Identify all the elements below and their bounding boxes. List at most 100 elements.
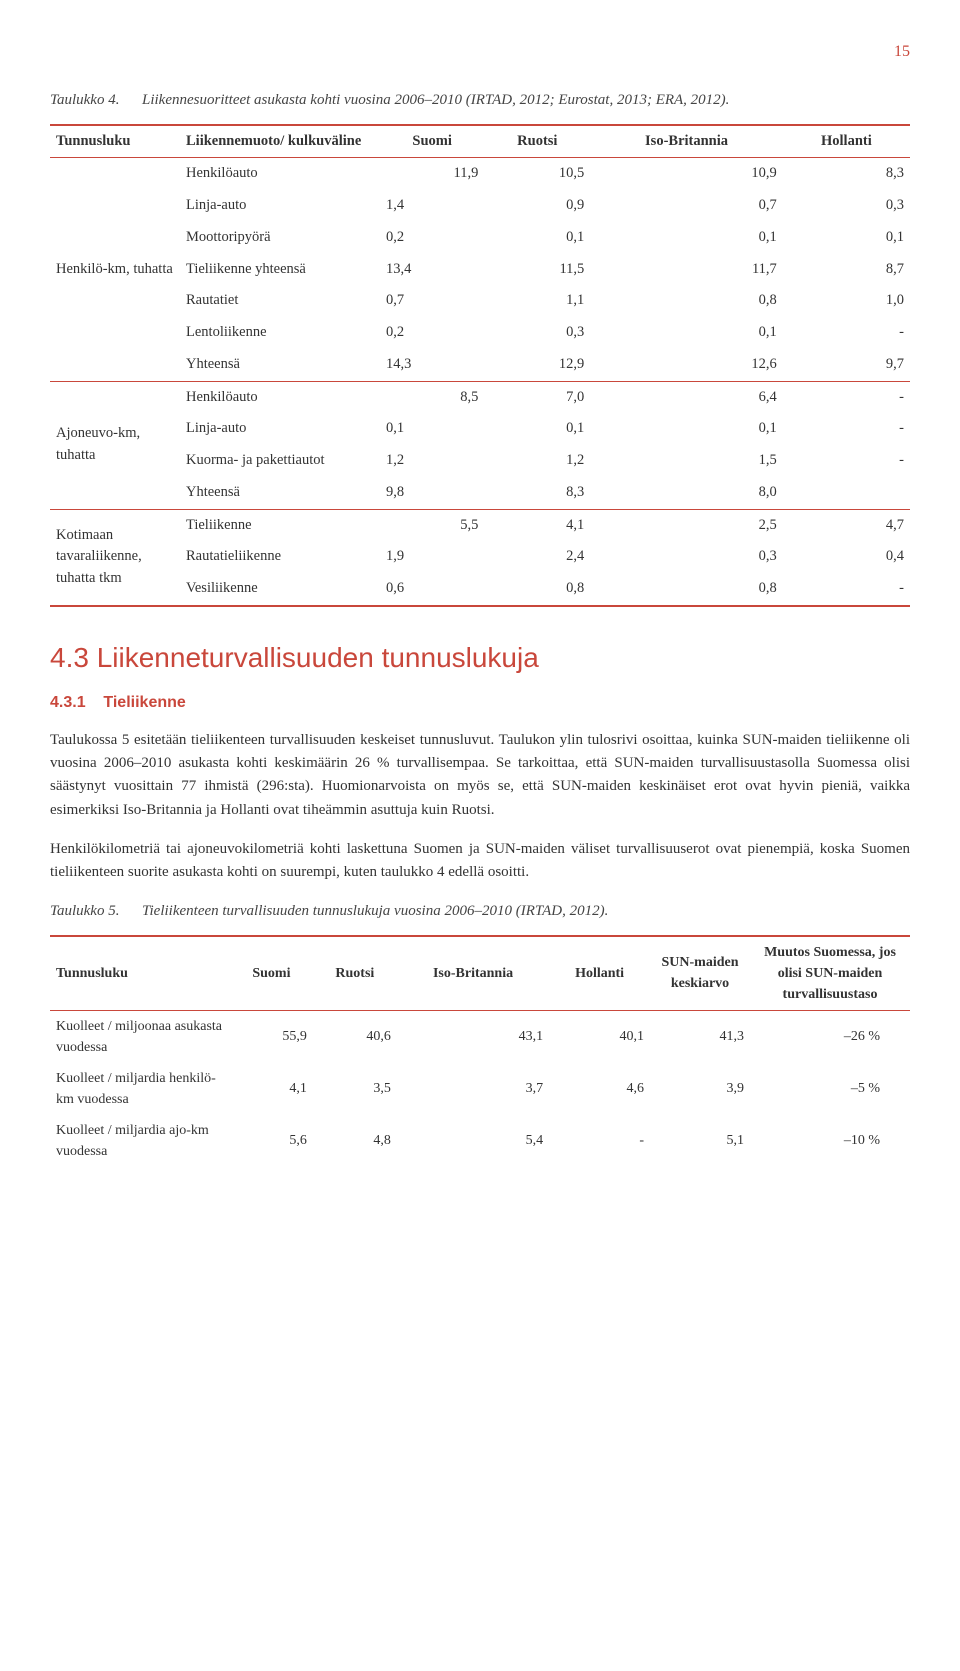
table-cell: 8,3 bbox=[783, 158, 910, 190]
table-cell: 0,6 bbox=[380, 573, 484, 606]
table-cell: Linja-auto bbox=[180, 190, 380, 222]
table-cell: 1,0 bbox=[783, 285, 910, 317]
table-cell: 0,1 bbox=[484, 222, 590, 254]
table-cell: 0,3 bbox=[484, 317, 590, 349]
t5-h3: Iso-Britannia bbox=[397, 936, 549, 1011]
table-cell: - bbox=[783, 317, 910, 349]
table-cell: –26 % bbox=[750, 1010, 910, 1063]
table-cell: 41,3 bbox=[650, 1010, 750, 1063]
table-row: Henkilö-km, tuhattaHenkilöauto11,910,510… bbox=[50, 158, 910, 190]
table-cell: 4,8 bbox=[313, 1115, 397, 1167]
table-cell: 8,0 bbox=[590, 477, 782, 509]
table-cell: Vesiliikenne bbox=[180, 573, 380, 606]
table-cell: 4,7 bbox=[783, 509, 910, 541]
table-cell: Kuolleet / miljardia ajo-km vuodessa bbox=[50, 1115, 230, 1167]
table-cell: 0,1 bbox=[484, 413, 590, 445]
t5-h5: SUN-maiden keskiarvo bbox=[650, 936, 750, 1011]
table-cell: 0,9 bbox=[484, 190, 590, 222]
table-row: Kotimaan tavaraliikenne, tuhatta tkmTiel… bbox=[50, 509, 910, 541]
t4-h5: Hollanti bbox=[783, 125, 910, 158]
table-cell: –5 % bbox=[750, 1063, 910, 1115]
table-cell: 7,0 bbox=[484, 381, 590, 413]
table4-header-row: Tunnusluku Liikennemuoto/ kulkuväline Su… bbox=[50, 125, 910, 158]
group-header: Ajoneuvo-km, tuhatta bbox=[50, 381, 180, 509]
table-cell: –10 % bbox=[750, 1115, 910, 1167]
t4-h2: Suomi bbox=[380, 125, 484, 158]
table-cell: 0,1 bbox=[783, 222, 910, 254]
table4-caption-text: Liikennesuoritteet asukasta kohti vuosin… bbox=[142, 89, 910, 112]
table-cell: Kuorma- ja pakettiautot bbox=[180, 445, 380, 477]
table-cell bbox=[783, 477, 910, 509]
table-cell: - bbox=[783, 413, 910, 445]
table-cell: 3,5 bbox=[313, 1063, 397, 1115]
table5-caption-label: Taulukko 5. bbox=[50, 900, 142, 923]
table-cell: 1,2 bbox=[484, 445, 590, 477]
table5: Tunnusluku Suomi Ruotsi Iso-Britannia Ho… bbox=[50, 935, 910, 1167]
table-cell: 8,3 bbox=[484, 477, 590, 509]
subsection-title: Tieliikenne bbox=[103, 694, 185, 711]
table-cell: 10,5 bbox=[484, 158, 590, 190]
table-cell: Tieliikenne bbox=[180, 509, 380, 541]
table-cell: 43,1 bbox=[397, 1010, 549, 1063]
table-row: Kuolleet / miljardia henkilö-km vuodessa… bbox=[50, 1063, 910, 1115]
table-cell: 5,6 bbox=[230, 1115, 313, 1167]
table-cell: 4,6 bbox=[549, 1063, 650, 1115]
section-heading: 4.3 Liikenneturvallisuuden tunnuslukuja bbox=[50, 637, 910, 679]
section-number: 4.3 bbox=[50, 642, 89, 673]
table-cell: 0,4 bbox=[783, 541, 910, 573]
table-row: Ajoneuvo-km, tuhattaHenkilöauto8,57,06,4… bbox=[50, 381, 910, 413]
table-cell: 9,7 bbox=[783, 349, 910, 381]
table-cell: 5,5 bbox=[380, 509, 484, 541]
table-cell: 9,8 bbox=[380, 477, 484, 509]
table-cell: Tieliikenne yhteensä bbox=[180, 254, 380, 286]
t5-h6: Muutos Suomessa, jos olisi SUN-maiden tu… bbox=[750, 936, 910, 1011]
table-cell: 1,1 bbox=[484, 285, 590, 317]
table-cell: 14,3 bbox=[380, 349, 484, 381]
table-cell: Linja-auto bbox=[180, 413, 380, 445]
table-cell: Yhteensä bbox=[180, 349, 380, 381]
table5-header-row: Tunnusluku Suomi Ruotsi Iso-Britannia Ho… bbox=[50, 936, 910, 1011]
table-cell: 0,1 bbox=[590, 222, 782, 254]
table-cell: - bbox=[783, 381, 910, 413]
table-cell: - bbox=[783, 573, 910, 606]
t5-h2: Ruotsi bbox=[313, 936, 397, 1011]
table-cell: 3,7 bbox=[397, 1063, 549, 1115]
table4-caption-label: Taulukko 4. bbox=[50, 89, 142, 112]
table4: Tunnusluku Liikennemuoto/ kulkuväline Su… bbox=[50, 124, 910, 607]
table-cell: Kuolleet / miljardia henkilö-km vuodessa bbox=[50, 1063, 230, 1115]
table-cell: Kuolleet / miljoonaa asukasta vuodessa bbox=[50, 1010, 230, 1063]
table-cell: 11,9 bbox=[380, 158, 484, 190]
table-cell: 0,3 bbox=[783, 190, 910, 222]
group-header: Henkilö-km, tuhatta bbox=[50, 158, 180, 381]
table-cell: 10,9 bbox=[590, 158, 782, 190]
table-cell: 1,5 bbox=[590, 445, 782, 477]
table-cell: Henkilöauto bbox=[180, 381, 380, 413]
t4-h1: Liikennemuoto/ kulkuväline bbox=[180, 125, 380, 158]
table-cell: Rautatieliikenne bbox=[180, 541, 380, 573]
table-cell: 0,8 bbox=[484, 573, 590, 606]
table-cell: 11,7 bbox=[590, 254, 782, 286]
table-cell: 8,5 bbox=[380, 381, 484, 413]
table-cell: 1,4 bbox=[380, 190, 484, 222]
table-cell: 0,1 bbox=[590, 317, 782, 349]
t4-h3: Ruotsi bbox=[484, 125, 590, 158]
table-cell: - bbox=[549, 1115, 650, 1167]
table-cell: 13,4 bbox=[380, 254, 484, 286]
table-cell: 8,7 bbox=[783, 254, 910, 286]
table-cell: 0,2 bbox=[380, 317, 484, 349]
table-cell: 55,9 bbox=[230, 1010, 313, 1063]
t5-h4: Hollanti bbox=[549, 936, 650, 1011]
table-cell: 1,9 bbox=[380, 541, 484, 573]
table-cell: 40,1 bbox=[549, 1010, 650, 1063]
subsection-heading: 4.3.1 Tieliikenne bbox=[50, 691, 910, 715]
t5-h1: Suomi bbox=[230, 936, 313, 1011]
table-cell: 0,8 bbox=[590, 285, 782, 317]
table-cell: 5,1 bbox=[650, 1115, 750, 1167]
table-cell: 2,5 bbox=[590, 509, 782, 541]
group-header: Kotimaan tavaraliikenne, tuhatta tkm bbox=[50, 509, 180, 606]
table-cell: 2,4 bbox=[484, 541, 590, 573]
table-cell: 0,2 bbox=[380, 222, 484, 254]
table-cell: 6,4 bbox=[590, 381, 782, 413]
table-cell: 5,4 bbox=[397, 1115, 549, 1167]
table-row: Kuolleet / miljoonaa asukasta vuodessa55… bbox=[50, 1010, 910, 1063]
